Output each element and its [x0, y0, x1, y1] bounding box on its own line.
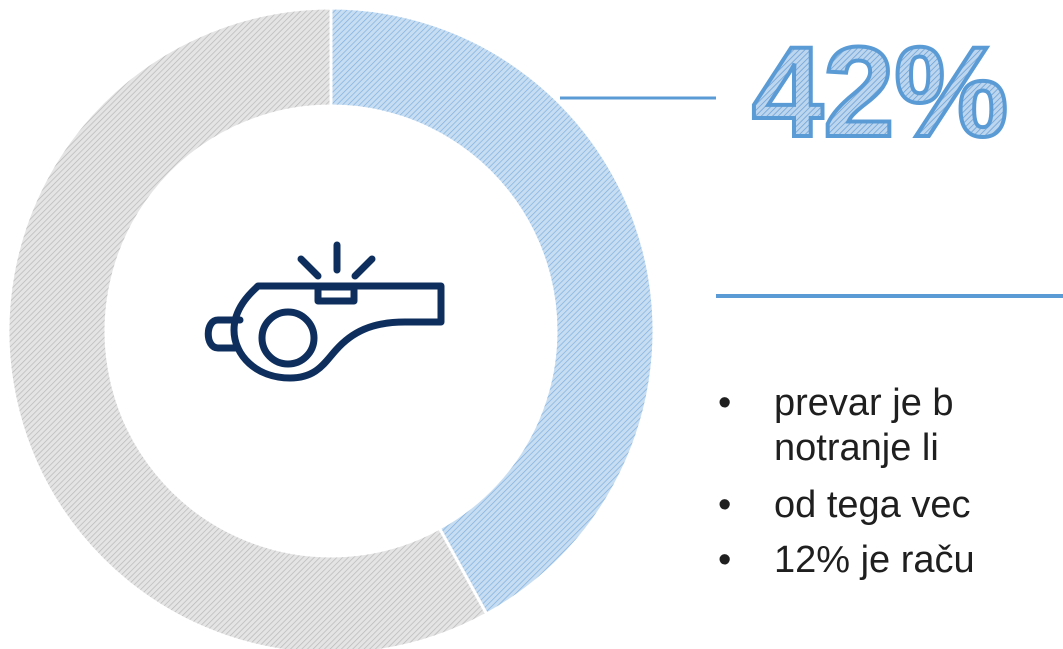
whistle-icon — [204, 241, 445, 382]
percentage-label: 42% — [752, 21, 1008, 164]
donut-slice-2 — [6, 6, 489, 649]
donut-slice-1 — [329, 6, 656, 617]
bullet-item-1: prevar je b — [700, 380, 1063, 427]
bullet-list: prevar je b notranje li od tega vec 12% … — [700, 380, 1063, 584]
bullet-item-3: od tega vec — [700, 482, 1063, 529]
bullet-item-2: notranje li — [774, 427, 939, 469]
bullet-item-4: 12% je raču — [700, 537, 1063, 584]
